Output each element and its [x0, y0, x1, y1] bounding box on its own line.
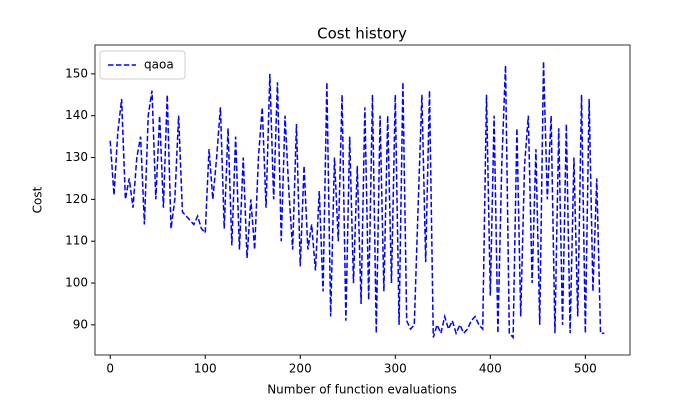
chart-title: Cost history	[317, 25, 407, 43]
y-tick-label: 120	[65, 192, 88, 206]
x-tick-label: 500	[574, 362, 597, 376]
y-tick-label: 130	[65, 150, 88, 164]
y-tick-label: 150	[65, 66, 88, 80]
x-axis-label: Number of function evaluations	[267, 383, 457, 397]
legend-box	[99, 50, 186, 80]
x-tick-label: 200	[289, 362, 312, 376]
y-tick-label: 90	[73, 317, 88, 331]
x-tick-label: 300	[384, 362, 407, 376]
y-tick-label: 100	[65, 276, 88, 290]
x-tick-label: 400	[479, 362, 502, 376]
axes-frame	[94, 44, 631, 356]
y-tick-label: 140	[65, 108, 88, 122]
y-tick-label: 110	[65, 234, 88, 248]
x-tick-label: 0	[106, 362, 114, 376]
line	[109, 61, 605, 340]
x-tick-label: 100	[194, 362, 217, 376]
y-axis-label: Cost	[31, 186, 45, 213]
legend-label: qaoa	[144, 58, 174, 72]
